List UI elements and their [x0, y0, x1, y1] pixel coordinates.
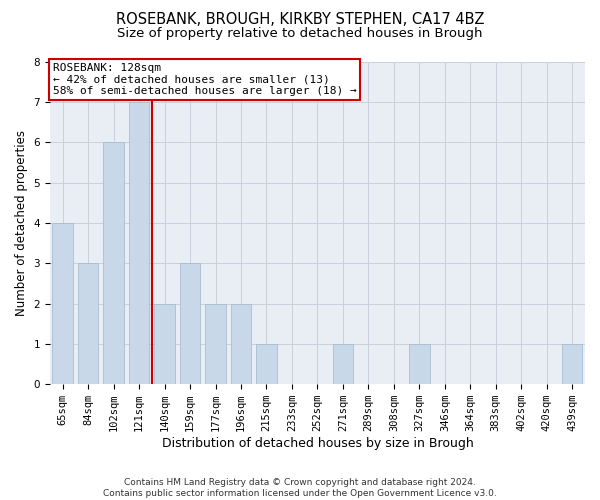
- Bar: [52, 223, 73, 384]
- Bar: [231, 304, 251, 384]
- Bar: [205, 304, 226, 384]
- Bar: [333, 344, 353, 384]
- Text: Size of property relative to detached houses in Brough: Size of property relative to detached ho…: [117, 28, 483, 40]
- Bar: [256, 344, 277, 384]
- Bar: [154, 304, 175, 384]
- Bar: [409, 344, 430, 384]
- Bar: [129, 102, 149, 384]
- Bar: [103, 142, 124, 384]
- Bar: [180, 263, 200, 384]
- Text: ROSEBANK: 128sqm
← 42% of detached houses are smaller (13)
58% of semi-detached : ROSEBANK: 128sqm ← 42% of detached house…: [53, 63, 356, 96]
- Y-axis label: Number of detached properties: Number of detached properties: [15, 130, 28, 316]
- X-axis label: Distribution of detached houses by size in Brough: Distribution of detached houses by size …: [161, 437, 473, 450]
- Bar: [562, 344, 583, 384]
- Text: Contains HM Land Registry data © Crown copyright and database right 2024.
Contai: Contains HM Land Registry data © Crown c…: [103, 478, 497, 498]
- Text: ROSEBANK, BROUGH, KIRKBY STEPHEN, CA17 4BZ: ROSEBANK, BROUGH, KIRKBY STEPHEN, CA17 4…: [116, 12, 484, 28]
- Bar: [78, 263, 98, 384]
